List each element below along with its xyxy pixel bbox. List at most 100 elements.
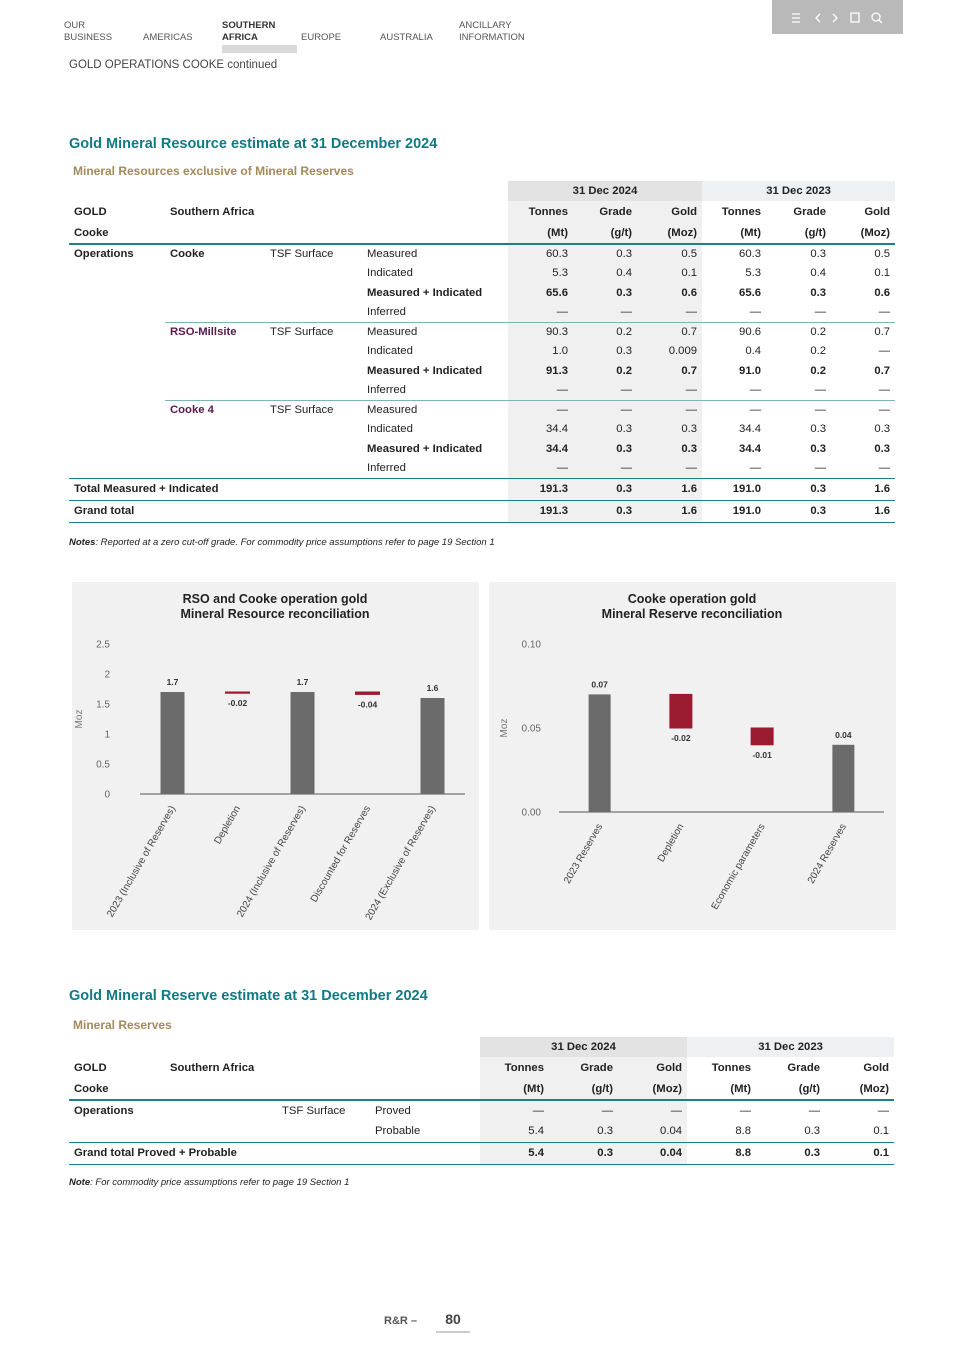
next-icon[interactable] — [832, 13, 838, 23]
y-tick-label: 1.5 — [96, 700, 110, 711]
operations-label: Operations — [74, 1105, 134, 1117]
data-row: Inferred — — — — — — — [69, 458, 895, 478]
section-header: GOLD OPERATIONS COOKE continued — [69, 59, 278, 71]
nav-item[interactable]: SOUTHERN AFRICA — [222, 20, 275, 44]
unit-header: (g/t) — [549, 1079, 618, 1101]
search-icon[interactable] — [871, 12, 881, 22]
value-cell: 91.3 — [508, 361, 573, 381]
nav-line: SOUTHERN — [222, 20, 276, 31]
value-cell: — — [814, 404, 827, 416]
value-cell: — — [508, 400, 573, 420]
value-cell: — — [831, 302, 896, 323]
total-value: 1.6 — [637, 477, 703, 501]
data-row: Cooke 4 TSF Surface Measured — — — — — — — [69, 400, 895, 420]
data-label: -0.04 — [358, 699, 378, 709]
value-cell: 0.1 — [637, 263, 703, 283]
resource-table-wrap: 31 Dec 2024 31 Dec 2023 GOLD Southern Afric… — [69, 181, 896, 523]
site-name — [165, 283, 265, 303]
value-cell: 34.4 — [739, 423, 762, 436]
bar — [290, 692, 315, 794]
unit-header: (Moz) — [825, 1079, 895, 1101]
source — [265, 361, 362, 381]
total-label: Grand total Proved + Probable — [69, 1141, 480, 1165]
site-name: RSO-Millsite — [170, 326, 237, 338]
total-value: 191.3 — [508, 477, 573, 501]
period-header: 31 Dec 2024 — [508, 181, 703, 201]
data-label: 1.7 — [167, 677, 179, 687]
value-cell: 90.6 — [739, 326, 762, 338]
value-cell: — — [749, 404, 762, 416]
blank-cell — [165, 1079, 480, 1101]
category: Probable — [375, 1125, 421, 1138]
data-row: Measured + Indicated 65.6 0.3 0.6 65.6 0.3 0.6 — [69, 283, 895, 303]
column-header: Gold — [637, 201, 703, 223]
value-cell: 0.3 — [549, 1121, 618, 1142]
value-cell: — — [739, 1105, 752, 1117]
menu-icon[interactable] — [792, 13, 800, 23]
value-cell: — — [831, 380, 896, 401]
value-cell: 0.2 — [573, 361, 637, 381]
y-tick-label: 1 — [104, 730, 110, 741]
data-row: Indicated 5.3 0.4 0.1 5.3 0.4 0.1 — [69, 263, 895, 283]
bar — [588, 694, 611, 812]
category: Inferred — [367, 462, 406, 474]
notes-text: : For commodity price assumptions refer … — [90, 1177, 350, 1188]
value-cell: — — [573, 380, 637, 401]
category: Inferred — [362, 380, 508, 401]
category: Indicated — [367, 345, 413, 358]
data-label: -0.02 — [671, 733, 691, 743]
header-row: 31 Dec 2024 31 Dec 2023 — [69, 1037, 895, 1057]
nav-item[interactable]: EUROPE — [301, 32, 341, 44]
value-cell: 0.7 — [874, 326, 891, 338]
value-cell: 0.7 — [874, 364, 891, 377]
page-icon[interactable] — [850, 12, 860, 23]
total-value: 1.6 — [831, 477, 896, 501]
data-label: 0.04 — [835, 730, 852, 740]
y-tick-label: 0.5 — [96, 760, 110, 771]
nav-line: ANCILLARY — [459, 20, 512, 31]
total-value: 0.3 — [766, 477, 832, 501]
value-cell: 65.6 — [739, 286, 762, 299]
nav-item[interactable]: OUR BUSINESS — [64, 20, 112, 44]
site-name — [165, 302, 265, 323]
y-tick-label: 0.10 — [522, 640, 542, 651]
reserve-table-wrap: 31 Dec 2024 31 Dec 2023 GOLD Southern Afric… — [69, 1037, 895, 1165]
nav-item[interactable]: ANCILLARY INFORMATION — [459, 20, 525, 44]
operations-label — [69, 439, 165, 459]
value-cell: — — [637, 380, 703, 401]
notes-text: : Reported at a zero cut-off grade. For … — [95, 537, 495, 548]
value-cell: — — [749, 462, 762, 474]
value-cell: — — [573, 400, 637, 420]
nav-item[interactable]: AMERICAS — [143, 32, 193, 44]
value-cell: 0.3 — [874, 442, 891, 455]
value-cell: 0.3 — [637, 439, 703, 459]
value-cell: — — [877, 1105, 890, 1117]
data-row: Indicated 1.0 0.3 0.009 0.4 0.2 — — [69, 341, 895, 361]
unit-header: (g/t) — [756, 1079, 826, 1101]
value-cell: — — [573, 302, 637, 323]
source: TSF Surface — [270, 404, 334, 416]
value-cell: 0.3 — [573, 341, 637, 361]
header-row: GOLD Southern Africa Tonnes Grade Gold Tonnes… — [69, 1057, 894, 1079]
bar — [225, 691, 250, 694]
total-value: 0.3 — [766, 499, 832, 523]
source: TSF Surface — [270, 248, 334, 261]
unit-header: (Moz) — [618, 1079, 688, 1101]
bar — [669, 693, 693, 729]
value-cell: 0.5 — [637, 244, 703, 264]
value-cell: — — [480, 1100, 549, 1121]
column-header: Tonnes — [480, 1057, 549, 1079]
nav-item[interactable]: AUSTRALIA — [380, 32, 433, 44]
category: Proved — [375, 1105, 411, 1117]
value-cell: 34.4 — [739, 442, 762, 455]
notes: Notes: Reported at a zero cut-off grade.… — [69, 537, 495, 548]
column-header: Gold — [618, 1057, 688, 1079]
value-cell: 5.4 — [480, 1121, 549, 1142]
category: Indicated — [367, 267, 413, 280]
prev-icon[interactable] — [815, 13, 821, 23]
operations-label: Operations — [74, 248, 134, 261]
unit-header: (Moz) — [637, 223, 703, 245]
value-cell: 91.0 — [739, 364, 762, 377]
